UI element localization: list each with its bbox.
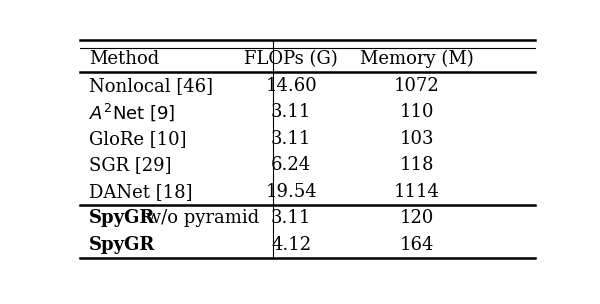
Text: Memory (M): Memory (M)	[360, 50, 473, 68]
Text: 103: 103	[400, 130, 434, 148]
Text: 110: 110	[400, 103, 434, 121]
Text: 3.11: 3.11	[271, 209, 311, 227]
Text: 4.12: 4.12	[271, 236, 311, 254]
Text: 1072: 1072	[394, 77, 440, 95]
Text: 14.60: 14.60	[265, 77, 317, 95]
Text: 164: 164	[400, 236, 434, 254]
Text: 1114: 1114	[394, 183, 440, 201]
Text: GloRe [10]: GloRe [10]	[89, 130, 187, 148]
Text: Method: Method	[89, 50, 159, 68]
Text: 118: 118	[400, 156, 434, 174]
Text: $A^2$Net [9]: $A^2$Net [9]	[89, 101, 175, 123]
Text: FLOPs (G): FLOPs (G)	[244, 50, 338, 68]
Text: 120: 120	[400, 209, 434, 227]
Text: 3.11: 3.11	[271, 130, 311, 148]
Text: 6.24: 6.24	[271, 156, 311, 174]
Text: SpyGR: SpyGR	[89, 236, 155, 254]
Text: 3.11: 3.11	[271, 103, 311, 121]
Text: SpyGR: SpyGR	[89, 209, 155, 227]
Text: 19.54: 19.54	[265, 183, 317, 201]
Text: DANet [18]: DANet [18]	[89, 183, 193, 201]
Text: w/o pyramid: w/o pyramid	[140, 209, 260, 227]
Text: Nonlocal [46]: Nonlocal [46]	[89, 77, 213, 95]
Text: SGR [29]: SGR [29]	[89, 156, 172, 174]
